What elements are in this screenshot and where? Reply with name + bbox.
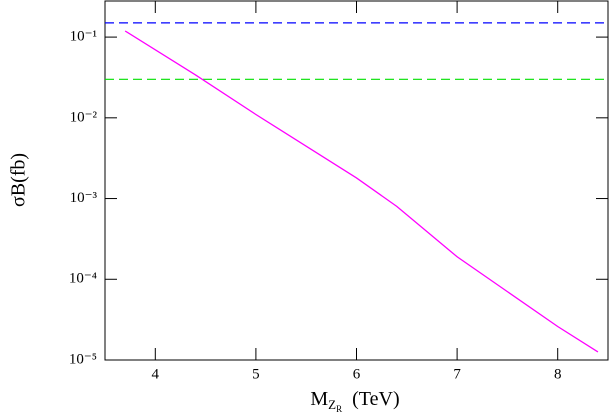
x-tick-label: 7 [453, 366, 461, 382]
y-tick-label: 10⁻⁴ [69, 271, 97, 287]
x-label-unit: (TeV) [352, 388, 399, 410]
data-line [124, 30, 599, 353]
y-tick-label: 10⁻² [70, 109, 98, 125]
y-axis-label: σB(fb) [8, 153, 30, 207]
x-tick-label: 5 [252, 366, 260, 382]
x-label-sub: Z [328, 397, 336, 412]
y-tick-label: 10⁻⁵ [69, 351, 97, 367]
x-tick-label: 8 [554, 366, 562, 382]
x-tick-label: 6 [353, 366, 361, 382]
y-tick-label: 10⁻³ [70, 190, 98, 206]
plot-frame [104, 0, 609, 361]
x-label-symbol: M [310, 388, 328, 410]
x-axis-label: MZR (TeV) [310, 388, 399, 414]
y-tick-label: 10⁻¹ [70, 29, 97, 45]
x-tick-label: 4 [152, 366, 160, 382]
x-label-subsub: R [336, 404, 342, 414]
